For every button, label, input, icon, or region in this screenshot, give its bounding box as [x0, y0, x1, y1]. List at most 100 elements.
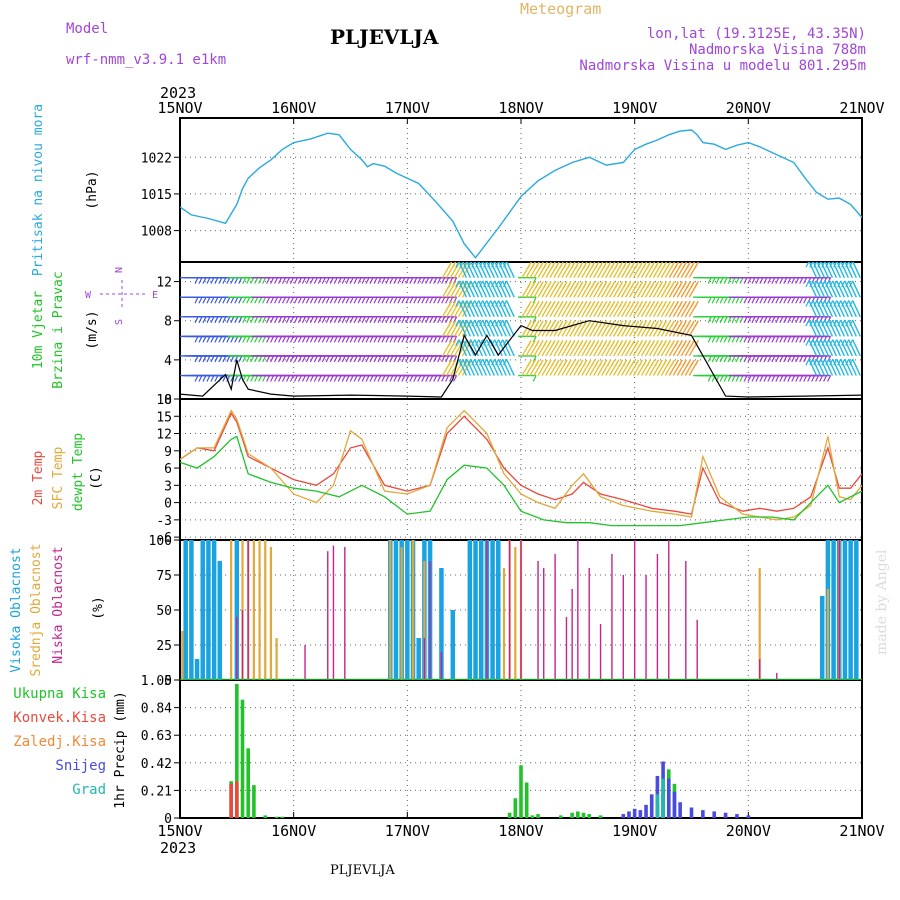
wind-barb-flag: [767, 375, 772, 382]
wind-barb-flag: [833, 300, 838, 307]
wind-barb-flag: [297, 296, 302, 304]
wind-barb: [812, 262, 822, 278]
y-tick-label: 6: [164, 462, 172, 477]
wind-barb-flag: [603, 359, 608, 367]
wind-barb: [501, 300, 511, 318]
wind-barb-flag: [611, 300, 616, 308]
grad-bar: [661, 778, 665, 818]
wind-barb-flag: [266, 375, 271, 382]
wind-barb-flag: [459, 262, 464, 268]
wind-barb-flag: [503, 358, 508, 366]
wind-barb: [812, 319, 822, 337]
wind-barb-flag: [452, 300, 457, 308]
wind-barb-flag: [715, 316, 720, 324]
wind-axis-subtitle: Brzina i Pravac: [51, 271, 66, 388]
total-precip-bar: [280, 816, 285, 818]
compass-east: E: [152, 290, 158, 301]
total-precip-bar: [598, 815, 603, 818]
wind-barb: [494, 300, 503, 318]
wind-barb-flag: [381, 355, 386, 363]
wind-barb-flag: [531, 262, 536, 269]
wind-barb-flag: [449, 355, 454, 363]
wind-barb: [474, 280, 483, 298]
wind-barb-flag: [690, 320, 695, 328]
wind-barb: [478, 300, 487, 318]
wind-barb-flag: [234, 296, 239, 304]
wind-barb-flag: [452, 359, 457, 367]
low-cloud-bar: [247, 540, 249, 680]
wind-barb: [828, 339, 838, 357]
wind-barb-flag: [353, 316, 358, 324]
wind-barb-flag: [353, 277, 358, 284]
wind-barb-flag: [317, 277, 322, 284]
wind-barb-flag: [723, 336, 728, 343]
wind-barb-flag: [242, 355, 247, 363]
wind-barb-flag: [787, 336, 792, 343]
low-cloud-bar: [241, 610, 244, 680]
wind-barb-flag: [583, 281, 588, 288]
wind-barb-flag: [499, 300, 504, 307]
wind-barb-flag: [503, 262, 507, 268]
wind-barb-flag: [670, 281, 675, 288]
total-precip-bar: [530, 815, 535, 818]
total-precip-bar: [235, 683, 239, 818]
wind-barb-flag: [825, 358, 830, 366]
y-tick-label: -3: [156, 514, 172, 529]
wind-barb-flag: [345, 277, 350, 284]
grad-bar: [655, 794, 660, 818]
wind-barb-flag: [234, 277, 239, 284]
total-precip-bar: [246, 748, 250, 818]
wind-barb-flag: [559, 300, 564, 308]
y-tick-label: 18: [156, 393, 172, 408]
wind-barb-flag: [631, 262, 636, 269]
wind-barb-flag: [803, 296, 808, 304]
wind-barb-flag: [194, 296, 199, 304]
wind-barb-flag: [763, 316, 768, 324]
wind-barb-flag: [270, 316, 275, 324]
wind-barb-flag: [202, 316, 207, 324]
wind-barb-flag: [579, 320, 584, 328]
wind-barb-flag: [471, 262, 476, 268]
wind-barb: [501, 339, 511, 357]
wind-barb-flag: [747, 277, 752, 284]
wind-barb-flag: [547, 320, 552, 328]
wind-barb-flag: [825, 300, 830, 307]
wind-barb-flag: [767, 296, 772, 304]
wind-barb-flag: [849, 358, 854, 366]
high-cloud-axis-title: Visoka Oblacnost: [9, 547, 24, 672]
wind-barb-flag: [595, 281, 600, 288]
wind-barb-flag: [811, 375, 816, 382]
wind-barb-flag: [809, 262, 814, 268]
wind-barb-flag: [341, 296, 346, 304]
wind-barb-flag: [441, 375, 446, 382]
wind-barb-flag: [587, 340, 592, 347]
wind-barb-flag: [670, 320, 675, 328]
wind-barb: [816, 358, 826, 376]
wind-barb: [852, 339, 861, 357]
wind-barb-flag: [575, 340, 580, 347]
panel-frame: [179, 117, 863, 263]
wind-barb: [470, 262, 480, 278]
wind-barb-flag: [373, 336, 378, 343]
wind-barb-flag: [281, 316, 287, 324]
wind-barb: [494, 319, 503, 337]
mid-cloud-bar: [252, 540, 255, 680]
wind-barb-flag: [198, 296, 203, 304]
wind-barb-flag: [535, 320, 540, 328]
total-precip-bar: [524, 782, 529, 818]
wind-barb-flag: [441, 296, 446, 304]
wind-barb-flag: [202, 355, 207, 363]
wind-barb-flag: [845, 358, 850, 366]
wind-barb-flag: [771, 355, 776, 363]
wind-barb-flag: [707, 316, 712, 324]
wind-barb-flag: [654, 359, 659, 367]
wind-barb-flag: [686, 262, 691, 269]
wind-barb-flag: [357, 355, 362, 363]
wind-barb-flag: [393, 296, 398, 304]
low-cloud-bar: [554, 554, 556, 680]
wind-barb-flag: [755, 316, 760, 324]
wind-barb-flag: [559, 340, 564, 347]
snow-bar: [621, 814, 626, 818]
wind-barb-flag: [787, 277, 792, 284]
wind-barb-flag: [305, 316, 310, 324]
